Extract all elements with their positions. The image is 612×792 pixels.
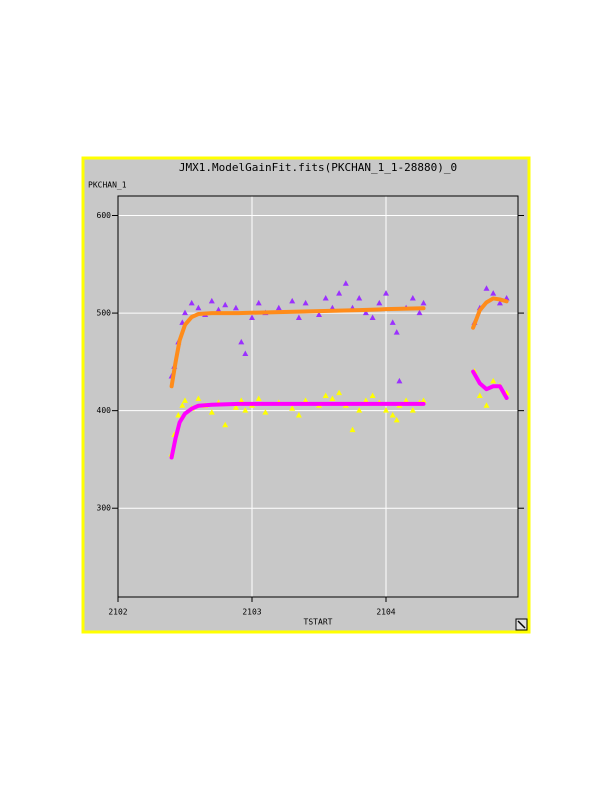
data-point (336, 290, 343, 296)
data-point (188, 299, 195, 306)
chart-title: JMX1.ModelGainFit.fits(PKCHAN_1_1-28880)… (179, 161, 457, 174)
data-point (208, 409, 215, 415)
data-point (302, 299, 309, 306)
data-point (232, 304, 239, 311)
data-point (175, 412, 182, 418)
data-point (403, 397, 410, 403)
y-tick-label: 400 (97, 406, 112, 415)
data-point (362, 309, 369, 316)
data-point (409, 294, 416, 301)
y-tick-label: 600 (97, 211, 112, 220)
data-point (195, 395, 202, 401)
resize-icon[interactable] (515, 618, 528, 631)
data-point (316, 311, 323, 318)
data-point (483, 285, 490, 291)
data-point (342, 280, 349, 286)
x-tick-label: 2103 (242, 608, 261, 617)
data-point (322, 392, 329, 399)
data-point (362, 397, 369, 403)
y-tick-label: 300 (97, 504, 112, 513)
data-point (483, 402, 490, 408)
data-point (476, 392, 483, 399)
data-point (349, 426, 356, 433)
plot-frame (117, 195, 519, 598)
data-point (302, 397, 309, 403)
data-point (182, 397, 189, 403)
data-point (222, 421, 229, 428)
data-point (249, 314, 256, 320)
data-point (376, 299, 383, 306)
data-point (262, 409, 269, 415)
data-point (336, 389, 343, 396)
data-point (389, 412, 396, 418)
data-point (222, 301, 229, 308)
data-point (232, 404, 239, 410)
fit-line (169, 369, 509, 460)
data-point (496, 299, 503, 306)
fit-line (169, 296, 509, 389)
data-point (255, 299, 262, 306)
data-point (356, 407, 363, 413)
data-point (369, 314, 376, 320)
data-point (420, 299, 427, 306)
data-point (409, 407, 416, 413)
data-point (215, 306, 222, 313)
data-point (289, 405, 296, 411)
data-point (329, 395, 336, 401)
data-point (289, 297, 296, 304)
data-point (369, 392, 376, 399)
data-point (356, 294, 363, 301)
data-point (393, 329, 400, 335)
data-point (179, 402, 186, 408)
data-point (322, 294, 329, 301)
data-point (295, 314, 302, 320)
y-tick-label: 500 (97, 309, 112, 318)
data-point (389, 319, 396, 325)
data-point (420, 397, 427, 403)
data-point (242, 350, 249, 357)
x-tick-label: 2102 (108, 608, 127, 617)
data-point (396, 377, 403, 384)
data-point (242, 407, 249, 413)
x-axis-label: TSTART (304, 618, 333, 627)
data-point (490, 377, 497, 384)
data-point (416, 309, 423, 316)
data-point (238, 338, 245, 345)
data-point (208, 297, 215, 304)
x-tick-label: 2104 (376, 608, 395, 617)
data-point (238, 397, 245, 403)
data-point (195, 304, 202, 311)
data-point (275, 304, 282, 311)
data-point (383, 407, 390, 413)
data-point (490, 290, 497, 296)
data-point (182, 309, 189, 316)
data-point (255, 395, 262, 401)
data-point (383, 290, 390, 296)
resize-arrow[interactable] (517, 620, 526, 629)
data-point (393, 416, 400, 423)
panel (81, 156, 531, 634)
data-point (295, 412, 302, 418)
y-axis-label: PKCHAN_1 (88, 181, 127, 190)
